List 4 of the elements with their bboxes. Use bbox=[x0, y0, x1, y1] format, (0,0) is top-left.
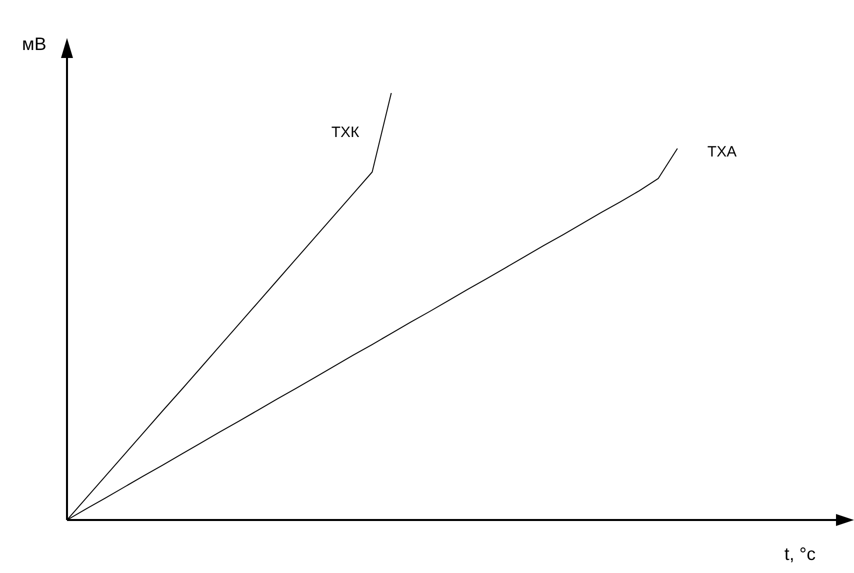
text: ТХА bbox=[707, 144, 737, 161]
series-label: ТХК bbox=[331, 124, 360, 142]
x-axis-title: t, °c bbox=[784, 544, 816, 564]
y-axis-title: мВ bbox=[22, 34, 46, 54]
